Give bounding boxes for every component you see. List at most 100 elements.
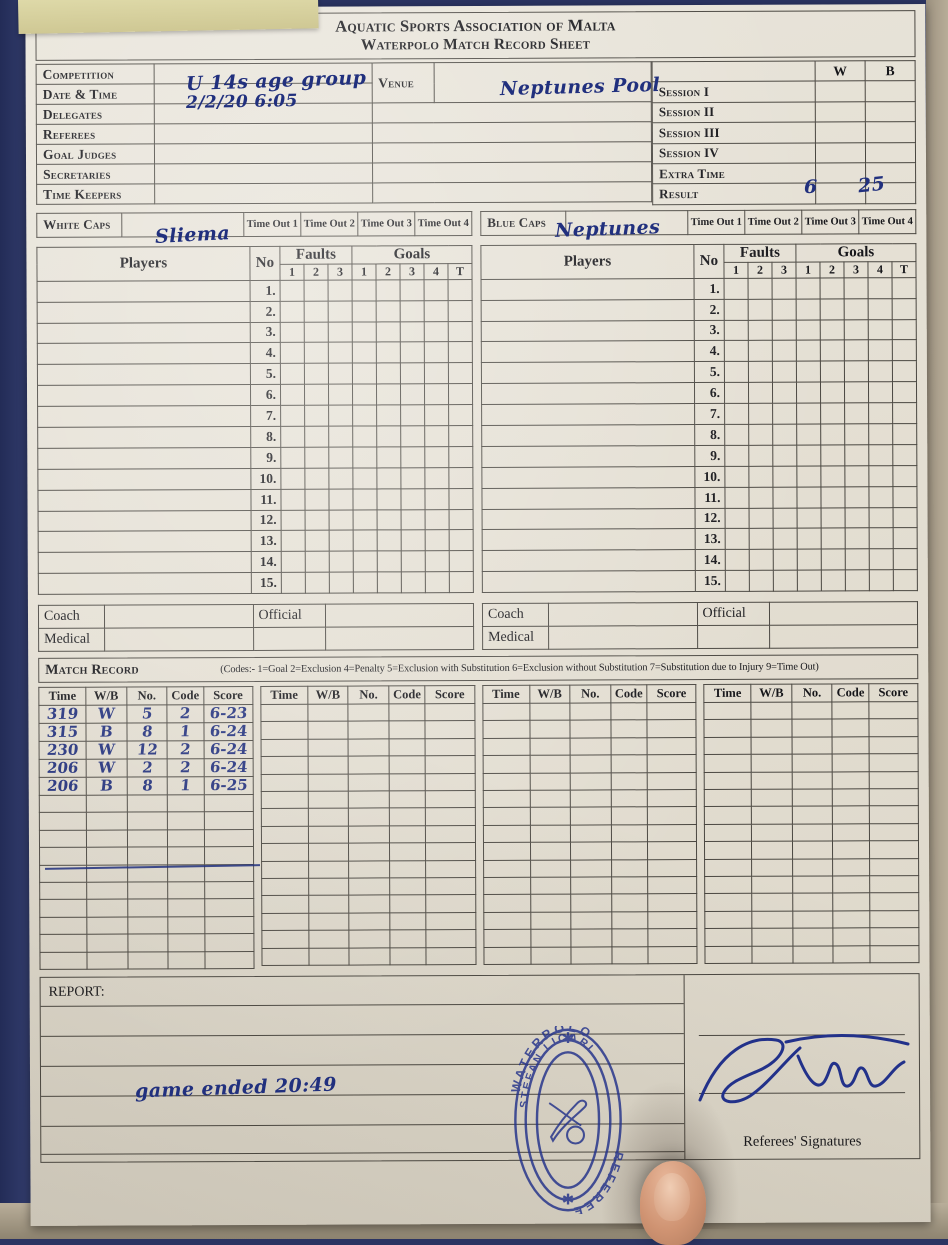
mr-cell-wb[interactable]: [530, 946, 572, 965]
blue-player-cell[interactable]: [868, 444, 893, 466]
blue-player-cell[interactable]: [724, 382, 749, 404]
session-i-white[interactable]: [815, 81, 866, 102]
white-player-cell[interactable]: [304, 447, 329, 469]
blue-player-cell[interactable]: [749, 570, 774, 592]
blue-timeout-2[interactable]: Time Out 2: [744, 209, 802, 235]
blue-player-cell[interactable]: [724, 424, 749, 446]
mr-cell-time[interactable]: 206: [39, 777, 87, 796]
mr-cell-wb[interactable]: [752, 945, 793, 964]
blue-player-cell[interactable]: [748, 465, 773, 487]
blue-player-cell[interactable]: [748, 445, 773, 467]
white-player-cell[interactable]: [376, 488, 402, 510]
mr-cell-no[interactable]: 2: [126, 759, 168, 778]
mr-cell-code[interactable]: [610, 737, 648, 756]
mr-cell-code[interactable]: [168, 951, 205, 969]
blue-player-cell[interactable]: [772, 403, 797, 425]
white-player-cell[interactable]: [304, 279, 329, 301]
mr-cell-wb[interactable]: [308, 791, 349, 809]
white-player-name-7[interactable]: [37, 405, 251, 428]
mr-cell-no[interactable]: [792, 789, 833, 807]
blue-player-cell[interactable]: [820, 298, 845, 320]
blue-player-cell[interactable]: [772, 486, 798, 508]
mr-cell-no[interactable]: [127, 951, 169, 970]
blue-player-cell[interactable]: [749, 528, 774, 550]
mr-cell-time[interactable]: [704, 719, 752, 738]
white-player-cell[interactable]: [352, 446, 377, 468]
white-player-cell[interactable]: [352, 321, 377, 343]
white-player-cell[interactable]: [376, 404, 401, 426]
white-player-name-5[interactable]: [37, 363, 251, 386]
white-player-cell[interactable]: [280, 363, 305, 385]
mr-cell-score[interactable]: [869, 858, 919, 876]
mr-cell-wb[interactable]: [529, 772, 571, 791]
mr-cell-wb[interactable]: B: [85, 723, 127, 742]
mr-cell-code[interactable]: [389, 947, 427, 965]
white-player-cell[interactable]: [352, 405, 377, 427]
mr-cell-score[interactable]: [869, 788, 919, 807]
session-i-blue[interactable]: [865, 80, 916, 102]
mr-cell-code[interactable]: [388, 721, 426, 739]
mr-cell-wb[interactable]: [529, 720, 571, 739]
blue-player-cell[interactable]: [797, 507, 822, 529]
mr-cell-no[interactable]: [348, 843, 390, 861]
mr-cell-time[interactable]: [705, 928, 753, 947]
mr-cell-wb[interactable]: [751, 841, 793, 859]
mr-cell-time[interactable]: [704, 789, 752, 807]
blue-player-name-8[interactable]: [481, 424, 695, 447]
mr-cell-score[interactable]: [425, 825, 475, 843]
mr-cell-score[interactable]: [647, 806, 697, 825]
white-player-cell[interactable]: [280, 279, 305, 301]
mr-cell-code[interactable]: [167, 794, 204, 813]
field-goal-judges-extra[interactable]: [371, 141, 652, 163]
mr-cell-wb[interactable]: [751, 823, 793, 842]
blue-timeout-3[interactable]: Time Out 3: [801, 209, 859, 234]
mr-cell-score[interactable]: [426, 894, 476, 913]
white-player-cell[interactable]: [281, 572, 306, 594]
mr-cell-no[interactable]: 8: [126, 777, 168, 796]
blue-player-cell[interactable]: [773, 570, 798, 592]
mr-cell-time[interactable]: [39, 795, 87, 813]
mr-cell-wb[interactable]: [86, 951, 128, 970]
white-player-cell[interactable]: [328, 467, 353, 489]
mr-cell-score[interactable]: [425, 721, 475, 739]
mr-cell-code[interactable]: [389, 773, 426, 791]
mr-cell-score[interactable]: 6-24: [203, 722, 253, 741]
blue-player-cell[interactable]: [796, 486, 822, 508]
blue-player-cell[interactable]: [773, 507, 798, 529]
white-player-cell[interactable]: [400, 446, 425, 468]
mr-cell-score[interactable]: [869, 875, 919, 894]
blue-player-cell[interactable]: [892, 277, 917, 299]
blue-player-cell[interactable]: [748, 424, 773, 446]
mr-cell-wb[interactable]: [751, 719, 792, 738]
white-player-cell[interactable]: [425, 550, 450, 572]
blue-player-cell[interactable]: [796, 444, 821, 466]
mr-cell-wb[interactable]: [530, 929, 572, 947]
blue-player-cell[interactable]: [724, 340, 749, 362]
mr-cell-score[interactable]: [204, 881, 254, 900]
white-player-cell[interactable]: [425, 509, 450, 531]
mr-cell-code[interactable]: [833, 945, 870, 963]
white-player-cell[interactable]: [448, 383, 473, 405]
mr-cell-score[interactable]: [204, 846, 254, 865]
mr-cell-no[interactable]: [570, 772, 611, 791]
blue-player-cell[interactable]: [772, 382, 797, 404]
blue-player-cell[interactable]: [868, 298, 893, 320]
blue-player-cell[interactable]: [820, 423, 845, 445]
mr-cell-score[interactable]: [647, 893, 698, 912]
white-player-cell[interactable]: [400, 488, 426, 510]
white-player-cell[interactable]: [400, 342, 425, 364]
white-player-cell[interactable]: [329, 572, 354, 594]
mr-cell-wb[interactable]: [529, 807, 571, 826]
white-player-name-12[interactable]: [38, 510, 252, 532]
white-player-cell[interactable]: [304, 405, 329, 427]
mr-cell-time[interactable]: [482, 825, 531, 843]
white-player-cell[interactable]: [328, 488, 354, 510]
white-player-cell[interactable]: [329, 509, 354, 531]
white-player-cell[interactable]: [305, 551, 330, 573]
white-player-cell[interactable]: [424, 467, 449, 489]
mr-cell-code[interactable]: [389, 825, 426, 844]
white-player-cell[interactable]: [376, 321, 401, 343]
field-white-medical-2[interactable]: [253, 627, 326, 651]
mr-cell-time[interactable]: [483, 912, 531, 930]
mr-cell-wb[interactable]: [530, 842, 571, 860]
